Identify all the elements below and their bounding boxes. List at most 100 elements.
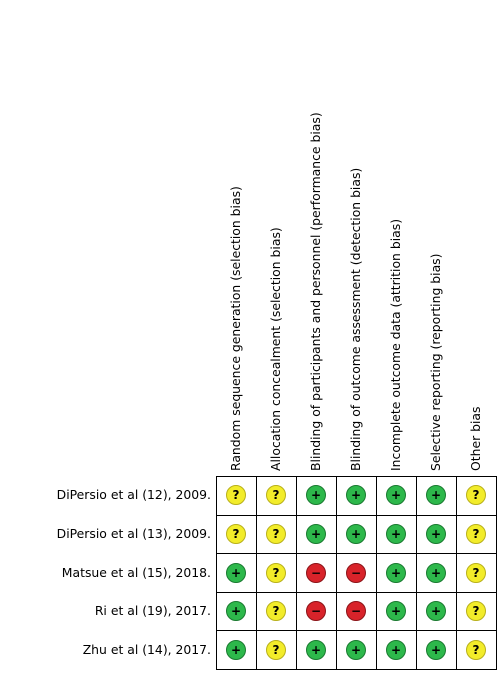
judgement-symbol: + xyxy=(430,526,442,541)
grid-column-line xyxy=(256,477,257,669)
judgement-low-icon: + xyxy=(346,485,366,506)
judgement-low-icon: + xyxy=(426,639,446,660)
domain-header: Random sequence generation (selection bi… xyxy=(228,0,483,475)
grid-column-line xyxy=(376,477,377,669)
judgement-symbol: + xyxy=(350,642,362,657)
judgement-low-icon: + xyxy=(386,601,406,622)
judgement-symbol: + xyxy=(390,565,402,580)
judgement-symbol: + xyxy=(430,604,442,619)
judgement-symbol: − xyxy=(350,604,362,619)
judgement-symbol: ? xyxy=(232,488,240,503)
domain-label-text: Other bias xyxy=(468,406,483,471)
judgement-symbol: + xyxy=(310,488,322,503)
judgement-unclear-icon: ? xyxy=(466,523,486,544)
domain-label: Random sequence generation (selection bi… xyxy=(228,0,243,475)
judgement-unclear-icon: ? xyxy=(266,601,286,622)
judgement-symbol: − xyxy=(310,604,322,619)
grid-column-line xyxy=(416,477,417,669)
judgement-unclear-icon: ? xyxy=(466,601,486,622)
judgement-low-icon: + xyxy=(226,601,246,622)
study-label: Zhu et al (14), 2017. xyxy=(82,641,211,657)
judgement-symbol: ? xyxy=(472,565,480,580)
judgement-symbol: + xyxy=(430,488,442,503)
judgement-symbol: + xyxy=(390,604,402,619)
judgement-symbol: ? xyxy=(472,488,480,503)
domain-label-text: Blinding of outcome assessment (detectio… xyxy=(348,167,363,471)
judgement-low-icon: + xyxy=(386,523,406,544)
judgement-low-icon: + xyxy=(306,523,326,544)
judgement-symbol: ? xyxy=(272,604,280,619)
study-label: DiPersio et al (12), 2009. xyxy=(56,487,211,503)
judgement-symbol: + xyxy=(350,526,362,541)
judgement-low-icon: + xyxy=(306,639,326,660)
domain-label: Incomplete outcome data (attrition bias) xyxy=(388,0,403,475)
judgement-symbol: ? xyxy=(472,604,480,619)
judgement-symbol: + xyxy=(430,565,442,580)
judgement-low-icon: + xyxy=(386,485,406,506)
judgement-symbol: + xyxy=(390,642,402,657)
domain-label: Other bias xyxy=(468,0,483,475)
domain-label-text: Random sequence generation (selection bi… xyxy=(228,186,243,471)
judgement-low-icon: + xyxy=(426,523,446,544)
judgement-unclear-icon: ? xyxy=(226,523,246,544)
judgement-low-icon: + xyxy=(386,639,406,660)
judgement-unclear-icon: ? xyxy=(266,523,286,544)
judgement-symbol: + xyxy=(390,526,402,541)
domain-label-text: Selective reporting (reporting bias) xyxy=(428,253,443,471)
judgement-symbol: + xyxy=(390,488,402,503)
judgement-unclear-icon: ? xyxy=(466,562,486,583)
judgement-symbol: + xyxy=(230,642,242,657)
judgement-symbol: ? xyxy=(472,526,480,541)
judgement-symbol: − xyxy=(310,565,322,580)
judgement-unclear-icon: ? xyxy=(466,485,486,506)
judgement-low-icon: + xyxy=(306,485,326,506)
judgement-high-icon: − xyxy=(346,562,366,583)
study-label: Ri et al (19), 2017. xyxy=(94,603,211,619)
domain-label-text: Incomplete outcome data (attrition bias) xyxy=(388,218,403,471)
domain-label-text: Blinding of participants and personnel (… xyxy=(308,112,323,471)
domain-label: Blinding of participants and personnel (… xyxy=(308,0,323,475)
study-label: Matsue et al (15), 2018. xyxy=(61,564,211,580)
grid-column-line xyxy=(336,477,337,669)
study-label: DiPersio et al (13), 2009. xyxy=(56,525,211,541)
domain-label: Allocation concealment (selection bias) xyxy=(268,0,283,475)
judgement-low-icon: + xyxy=(386,562,406,583)
domain-label-text: Allocation concealment (selection bias) xyxy=(268,227,283,471)
judgement-symbol: + xyxy=(310,526,322,541)
judgement-symbol: ? xyxy=(272,565,280,580)
judgement-unclear-icon: ? xyxy=(266,485,286,506)
judgement-low-icon: + xyxy=(226,639,246,660)
judgement-symbol: + xyxy=(310,642,322,657)
judgement-symbol: + xyxy=(350,488,362,503)
grid-row-line xyxy=(217,553,496,555)
grid-row-line xyxy=(217,630,496,632)
judgement-low-icon: + xyxy=(346,523,366,544)
judgement-low-icon: + xyxy=(426,562,446,583)
judgement-symbol: + xyxy=(430,642,442,657)
judgement-low-icon: + xyxy=(346,639,366,660)
judgement-symbol: ? xyxy=(472,642,480,657)
domain-label: Selective reporting (reporting bias) xyxy=(428,0,443,475)
domain-label: Blinding of outcome assessment (detectio… xyxy=(348,0,363,475)
judgement-unclear-icon: ? xyxy=(266,562,286,583)
judgement-low-icon: + xyxy=(226,562,246,583)
judgement-high-icon: − xyxy=(346,601,366,622)
judgement-symbol: ? xyxy=(272,488,280,503)
judgement-unclear-icon: ? xyxy=(226,485,246,506)
grid-column-line xyxy=(456,477,457,669)
judgement-symbol: ? xyxy=(272,526,280,541)
judgement-symbol: ? xyxy=(272,642,280,657)
judgement-unclear-icon: ? xyxy=(466,639,486,660)
judgement-high-icon: − xyxy=(306,562,326,583)
grid-column-line xyxy=(296,477,297,669)
judgement-symbol: + xyxy=(230,565,242,580)
judgement-symbol: ? xyxy=(232,526,240,541)
judgement-unclear-icon: ? xyxy=(266,639,286,660)
judgement-symbol: + xyxy=(230,604,242,619)
grid-row-line xyxy=(217,514,496,516)
grid-row-line xyxy=(217,591,496,593)
judgement-low-icon: + xyxy=(426,485,446,506)
judgement-high-icon: − xyxy=(306,601,326,622)
judgement-low-icon: + xyxy=(426,601,446,622)
judgement-symbol: − xyxy=(350,565,362,580)
